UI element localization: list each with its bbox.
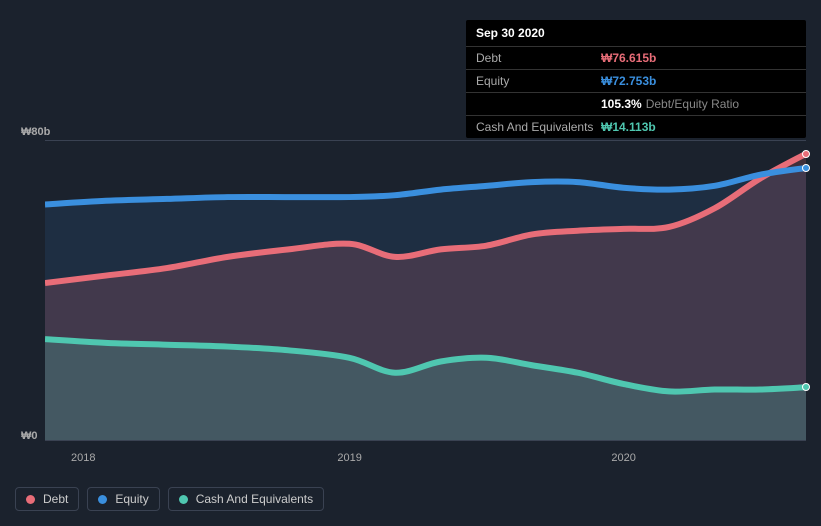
- tooltip-row-value: ₩14.113b: [601, 120, 656, 134]
- series-end-marker: [802, 164, 810, 172]
- tooltip-row-sub: Debt/Equity Ratio: [646, 97, 739, 111]
- tooltip-row: Equity₩72.753b: [466, 70, 806, 93]
- legend-label: Equity: [115, 492, 148, 506]
- y-tick-max: ₩80b: [21, 126, 50, 138]
- tooltip-row-label: Cash And Equivalents: [476, 120, 601, 134]
- legend: Debt Equity Cash And Equivalents: [15, 487, 324, 511]
- chart-svg: [45, 141, 806, 440]
- x-tick: 2019: [337, 452, 361, 464]
- legend-label: Debt: [43, 492, 68, 506]
- tooltip-row-value: ₩76.615b: [601, 51, 656, 65]
- y-tick-min: ₩0: [21, 430, 38, 442]
- tooltip-date: Sep 30 2020: [466, 20, 806, 47]
- legend-item-cash[interactable]: Cash And Equivalents: [168, 487, 324, 511]
- series-end-marker: [802, 150, 810, 158]
- chart-area: ₩80b ₩0 2018 2019 2020: [15, 110, 806, 466]
- legend-swatch-cash: [179, 495, 188, 504]
- legend-item-equity[interactable]: Equity: [87, 487, 159, 511]
- tooltip-row-label: Debt: [476, 51, 601, 65]
- tooltip-row-label: [476, 97, 601, 111]
- tooltip-row: Debt₩76.615b: [466, 47, 806, 70]
- tooltip-row-value: 105.3%Debt/Equity Ratio: [601, 97, 739, 111]
- chart-tooltip: Sep 30 2020 Debt₩76.615bEquity₩72.753b10…: [466, 20, 806, 138]
- legend-item-debt[interactable]: Debt: [15, 487, 79, 511]
- x-tick: 2020: [611, 452, 635, 464]
- series-end-marker: [802, 383, 810, 391]
- legend-swatch-debt: [26, 495, 35, 504]
- plot-region[interactable]: [45, 140, 806, 441]
- legend-label: Cash And Equivalents: [196, 492, 313, 506]
- tooltip-row: Cash And Equivalents₩14.113b: [466, 116, 806, 138]
- tooltip-row-value: ₩72.753b: [601, 74, 656, 88]
- tooltip-row-label: Equity: [476, 74, 601, 88]
- legend-swatch-equity: [98, 495, 107, 504]
- tooltip-row: 105.3%Debt/Equity Ratio: [466, 93, 806, 116]
- x-tick: 2018: [71, 452, 95, 464]
